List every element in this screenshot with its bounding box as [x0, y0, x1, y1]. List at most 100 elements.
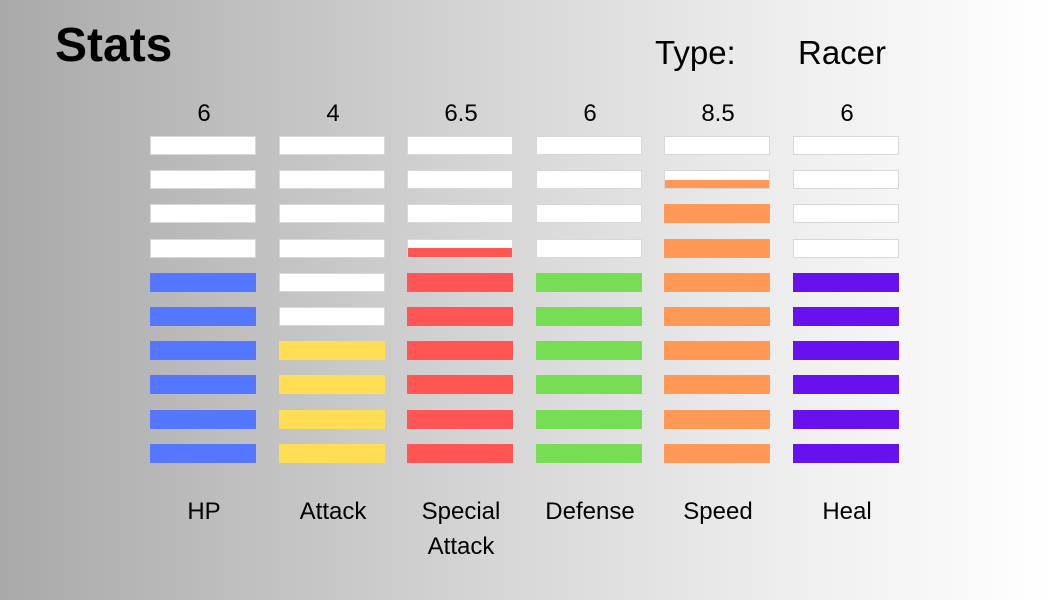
- stat-bar-segment: [407, 443, 513, 463]
- stat-bar-segment: [279, 307, 385, 326]
- stat-bar-fill: [794, 308, 898, 325]
- stat-bar-fill: [794, 273, 898, 291]
- stat-bar-segment: [407, 272, 513, 292]
- stat-bar-fill: [151, 410, 255, 428]
- stat-bar-segment: [279, 136, 385, 155]
- stat-bar-segment: [793, 238, 899, 258]
- stat-value-label: 6.5: [444, 100, 478, 127]
- stat-bar-segment: [150, 307, 256, 326]
- stat-bar-fill: [408, 308, 512, 325]
- stat-bar-segment: [407, 204, 513, 224]
- stat-bar-segment: [279, 272, 385, 292]
- stat-category-label: HP: [187, 498, 221, 525]
- stat-bar-fill: [794, 342, 898, 360]
- stat-bar-segment: [536, 443, 642, 463]
- stat-bar-segment: [664, 170, 770, 190]
- stat-bar-fill: [280, 410, 384, 428]
- stat-value-label: 6: [583, 100, 597, 127]
- stat-bar-segment: [664, 341, 770, 361]
- stat-bar-segment: [536, 375, 642, 395]
- stat-bar-segment: [536, 307, 642, 326]
- stat-column-attack: 4 Attack: [278, 0, 388, 600]
- stat-bar-segment: [664, 136, 770, 155]
- stat-category-label: Heal: [822, 498, 872, 525]
- stat-bar-fill: [537, 342, 641, 360]
- stat-bar-segment: [150, 272, 256, 292]
- stat-bar-fill: [408, 376, 512, 394]
- stat-bar-segment: [407, 170, 513, 190]
- stat-column-special-attack: 6.5 Special Attack: [406, 0, 516, 600]
- stat-column-heal: 6 Heal: [792, 0, 902, 600]
- stat-bar-segment: [279, 170, 385, 190]
- stat-bar-segment: [664, 238, 770, 258]
- stat-bar-fill: [151, 444, 255, 462]
- stat-bar-fill: [665, 410, 769, 428]
- stat-bar-segment: [150, 170, 256, 190]
- stat-bar-segment: [150, 238, 256, 258]
- stat-bar-segment: [279, 375, 385, 395]
- stat-bar-fill: [151, 308, 255, 325]
- stat-bar-fill: [280, 376, 384, 394]
- stat-bar-segment: [150, 204, 256, 224]
- stat-bar-segment: [664, 204, 770, 224]
- stat-bar-segment: [793, 409, 899, 429]
- stat-category-label: Defense: [545, 498, 635, 525]
- stat-bar-fill: [408, 273, 512, 291]
- stat-bar-fill: [537, 273, 641, 291]
- stat-bar-segment: [407, 307, 513, 326]
- stat-category-label: Speed: [683, 498, 753, 525]
- stat-column-hp: 6 HP: [149, 0, 259, 600]
- stat-bar-segment: [279, 204, 385, 224]
- stat-bar-fill: [408, 342, 512, 360]
- stat-bar-segment: [407, 238, 513, 258]
- stat-bar-segment: [664, 307, 770, 326]
- stat-bar-segment: [793, 307, 899, 326]
- stat-bar-fill: [408, 444, 512, 462]
- stat-bar-segment: [536, 409, 642, 429]
- stat-value-label: 4: [326, 100, 340, 127]
- stat-bar-fill: [408, 248, 512, 257]
- stat-bar-fill: [665, 179, 769, 189]
- stat-bar-fill: [151, 376, 255, 394]
- stat-bar-fill: [151, 273, 255, 291]
- stat-bar-segment: [407, 136, 513, 155]
- stat-bar-fill: [665, 273, 769, 291]
- stat-bar-fill: [665, 376, 769, 394]
- stat-bar-segment: [150, 341, 256, 361]
- stat-bar-segment: [536, 204, 642, 224]
- stat-bar-segment: [279, 238, 385, 258]
- stat-bar-fill: [280, 444, 384, 462]
- stat-category-label: Special Attack: [421, 498, 501, 560]
- stat-bar-fill: [151, 342, 255, 360]
- stat-bar-fill: [794, 444, 898, 462]
- stat-bar-segment: [793, 170, 899, 190]
- stat-bar-fill: [665, 342, 769, 360]
- stat-bar-segment: [664, 272, 770, 292]
- stat-bar-fill: [794, 376, 898, 394]
- stat-bar-segment: [793, 443, 899, 463]
- stat-bar-segment: [793, 375, 899, 395]
- stat-bar-segment: [536, 272, 642, 292]
- stat-bar-fill: [537, 376, 641, 394]
- stat-bar-segment: [536, 238, 642, 258]
- stat-bar-fill: [794, 410, 898, 428]
- type-label: Type:: [655, 34, 736, 71]
- stat-bar-fill: [665, 205, 769, 223]
- stat-bar-segment: [793, 341, 899, 361]
- stat-value-label: 6: [840, 100, 854, 127]
- stat-bar-segment: [279, 443, 385, 463]
- stat-bar-fill: [537, 410, 641, 428]
- stat-value-label: 8.5: [701, 100, 735, 127]
- stat-bar-segment: [536, 170, 642, 190]
- stat-column-speed: 8.5 Speed: [663, 0, 773, 600]
- stat-bar-segment: [150, 409, 256, 429]
- stat-bar-fill: [537, 308, 641, 325]
- stat-bar-segment: [407, 375, 513, 395]
- stat-bar-segment: [150, 136, 256, 155]
- stat-bar-segment: [536, 341, 642, 361]
- stat-value-label: 6: [197, 100, 211, 127]
- stat-bar-segment: [793, 136, 899, 155]
- stat-bar-segment: [407, 409, 513, 429]
- stat-category-label: Attack: [299, 498, 367, 525]
- stat-bar-segment: [279, 409, 385, 429]
